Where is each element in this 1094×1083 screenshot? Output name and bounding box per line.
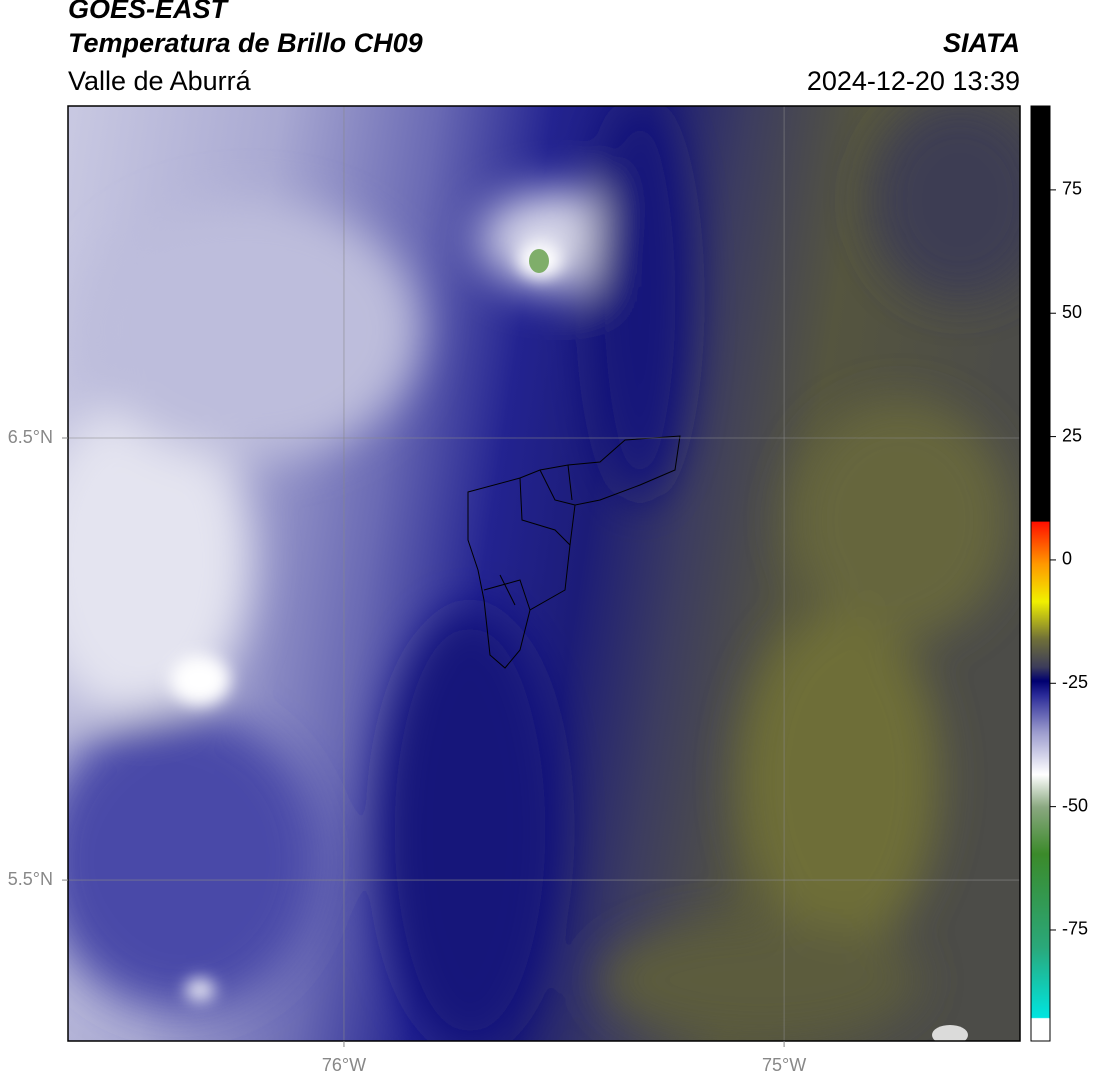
map-frame — [67, 105, 1021, 1042]
x-tick-label: 76°W — [322, 1055, 366, 1075]
colorbar-tick-label: 50 — [1062, 302, 1082, 322]
region-label: Valle de Aburrá — [68, 66, 252, 96]
y-tick-label: 6.5°N — [8, 427, 53, 447]
source-label: SIATA — [943, 28, 1020, 58]
colorbar-tick-label: -25 — [1062, 672, 1088, 692]
satellite-image — [68, 106, 1020, 1041]
grid — [68, 106, 1020, 1041]
colorbar-tick-label: -75 — [1062, 919, 1088, 939]
colorbar-tick-label: -50 — [1062, 795, 1088, 815]
colorbar — [1030, 105, 1051, 1042]
municipal-boundaries — [467, 435, 681, 669]
colorbar-tick-label: 25 — [1062, 425, 1082, 445]
satellite-title: GOES-EAST — [68, 0, 230, 24]
colorbar-tick-label: 0 — [1062, 549, 1072, 569]
y-tick-label: 5.5°N — [8, 869, 53, 889]
x-tick-label: 75°W — [762, 1055, 806, 1075]
colorbar-tick-label: 75 — [1062, 179, 1082, 199]
product-title: Temperatura de Brillo CH09 — [68, 28, 423, 58]
datetime-label: 2024-12-20 13:39 — [807, 66, 1020, 96]
